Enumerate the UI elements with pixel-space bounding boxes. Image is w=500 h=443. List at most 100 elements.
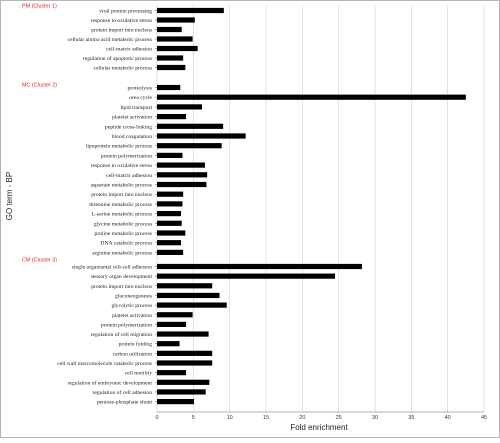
category-label: glycolytic process <box>111 303 152 309</box>
bar <box>157 181 207 188</box>
category-label: regulation of cell migration <box>91 331 153 338</box>
bar <box>157 104 203 110</box>
bar <box>157 292 220 299</box>
bar <box>157 379 210 385</box>
category-label: peptide cross-linking <box>105 124 152 130</box>
category-label: protein polymerization <box>101 322 152 328</box>
category-label: proteolysis <box>127 86 152 92</box>
category-label: cell-matrix adhesion <box>106 47 152 53</box>
bar <box>157 55 184 61</box>
bar <box>157 240 181 246</box>
cluster-group-2: MC (Cluster 2) proteolysis urea cycle lipid… <box>22 83 466 256</box>
x-tick-label: 15 <box>263 415 269 421</box>
category-label: L-serine metabolic process <box>92 212 152 218</box>
bar <box>157 26 182 33</box>
category-label: gluconeogenesis <box>115 293 152 299</box>
category-label: protein import into nucleus <box>91 28 152 34</box>
bar <box>157 220 182 226</box>
plot-area <box>4 4 496 416</box>
category-label: protein polymerization <box>101 153 152 159</box>
x-tick-label: 30 <box>372 415 378 421</box>
x-tick-label: 10 <box>227 415 233 421</box>
bar <box>157 17 195 23</box>
bar <box>157 312 193 318</box>
category-label: regulation of apoptotic process <box>83 55 152 62</box>
bar <box>157 152 183 158</box>
bar <box>157 302 227 308</box>
x-axis-label: Fold enrichment <box>290 423 348 432</box>
bar <box>157 201 183 207</box>
bar <box>157 7 224 14</box>
category-label: response to oxidative stress <box>91 163 152 169</box>
bar <box>157 350 213 356</box>
bar <box>157 370 187 376</box>
cluster-label: PM (Cluster 1) <box>22 4 57 10</box>
bar <box>157 360 213 366</box>
x-tick-label: 20 <box>299 415 305 421</box>
category-label: regulation of cell adhesion <box>93 389 153 396</box>
bar <box>157 133 246 139</box>
bar <box>157 389 206 395</box>
cluster-group-1: PM (Cluster 1) viral protein processing re… <box>22 4 224 72</box>
category-label: pentose-phosphate shunt <box>97 400 153 406</box>
bar <box>157 84 181 91</box>
bar <box>157 172 208 178</box>
x-tick-label: 35 <box>408 415 414 421</box>
category-label: lipoprotein metabolic process <box>86 144 152 150</box>
cluster-label: MC (Cluster 2) <box>22 83 57 89</box>
bar <box>157 341 180 347</box>
cluster-label: CM (Cluster 3) <box>22 258 57 264</box>
bar <box>157 321 187 327</box>
bar <box>157 249 184 255</box>
bar <box>157 114 187 120</box>
category-label: cellular metabolic process <box>94 66 152 72</box>
bar <box>157 36 193 42</box>
category-label: regulation of embryonic development <box>68 379 153 386</box>
category-label: blood coagulation <box>112 134 152 140</box>
category-label: sensory organ development <box>91 274 153 280</box>
bar <box>157 263 362 270</box>
bar <box>157 143 222 149</box>
category-label: aspartate metabolic process <box>90 183 152 189</box>
category-label: arginine metabolic process <box>92 250 152 256</box>
category-label: protein import into nucleus <box>91 192 152 198</box>
bar <box>157 123 224 129</box>
x-tick-label: 0 <box>155 415 158 421</box>
category-label: carbon utilization <box>113 351 153 357</box>
bar <box>157 331 209 337</box>
bar <box>157 162 205 168</box>
category-label: response to oxidative stress <box>91 18 152 24</box>
category-label: cell-matrix adhesion <box>106 173 152 179</box>
bar <box>157 230 186 236</box>
category-label: viral protein processing <box>99 9 152 15</box>
bar <box>157 399 195 405</box>
bar <box>157 45 198 52</box>
x-tick-label: 45 <box>481 415 487 421</box>
bar <box>157 64 186 71</box>
bar <box>157 283 213 289</box>
category-label: protein import into nucleus <box>91 284 152 290</box>
bar <box>157 191 184 197</box>
category-label: threonine metabolic process <box>89 202 152 208</box>
category-label: cell motility <box>125 371 152 377</box>
x-tick-label: 40 <box>445 415 451 421</box>
x-tick-label: 25 <box>336 415 342 421</box>
category-label: platelet activation <box>112 115 152 121</box>
cluster-groups: PM (Cluster 1) viral protein processing re… <box>22 4 466 406</box>
category-label: cellular amino acid metabolic process <box>68 37 153 43</box>
category-label: DNA catabolic process <box>100 241 152 247</box>
category-label: lipid transport <box>120 105 152 111</box>
category-label: single organismal cell-cell adhesion <box>72 265 152 271</box>
category-label: protein folding <box>119 341 153 348</box>
category-label: proline metabolic process <box>95 231 152 237</box>
category-label: urea cycle <box>129 95 152 101</box>
category-label: cell wall macromolecule catabolic proces… <box>57 361 152 367</box>
category-label: glycine metabolic process <box>94 221 152 227</box>
x-tick-label: 5 <box>192 415 195 421</box>
cluster-group-3: CM (Cluster 3) single organismal cell-cel… <box>22 258 362 406</box>
bar <box>157 94 466 100</box>
bar <box>157 273 336 279</box>
x-axis: 0 5 10 15 20 25 30 35 40 45 <box>155 415 487 421</box>
